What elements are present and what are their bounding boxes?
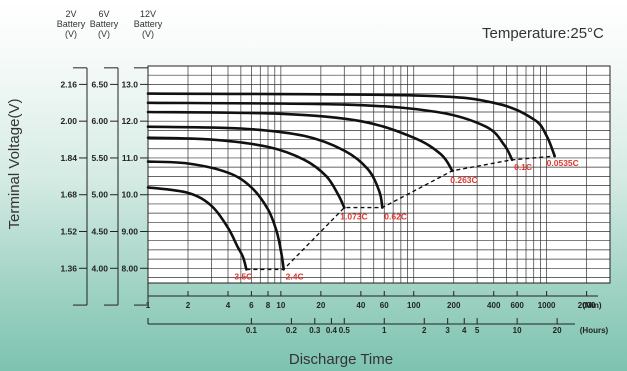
series-label: 3.5C [234, 271, 252, 281]
y-axis-header: (V) [98, 29, 110, 39]
x-tick-label-min: 40 [356, 301, 365, 310]
y-tick-label: 4.50 [91, 227, 108, 237]
x-tick-label-hours: 0.2 [286, 326, 298, 335]
x-tick-label-min: 6 [249, 301, 254, 310]
series-label: 0.1C [514, 162, 532, 172]
y-tick-label: 2.00 [60, 116, 77, 126]
x-tick-label-min: 20 [316, 301, 325, 310]
series-label: 0.62C [384, 212, 407, 222]
y-tick-label: 9.00 [121, 227, 138, 237]
x-tick-label-hours: 10 [513, 326, 522, 335]
series-curve [146, 136, 346, 209]
x-tick-label-min: 400 [487, 301, 501, 310]
series-label: 0.0535C [547, 158, 579, 168]
y-tick-label: 4.00 [91, 263, 108, 273]
y-tick-label: 5.00 [91, 190, 108, 200]
x-tick-label-hours: 2 [422, 326, 427, 335]
x-tick-label-hours: 1 [382, 326, 387, 335]
x-tick-label-min: 600 [510, 301, 524, 310]
series-curve [146, 110, 454, 173]
series-curve [146, 101, 514, 162]
series-label: 2.4C [286, 271, 304, 281]
series-label: 0.263C [450, 175, 477, 185]
x-tick-label-hours: 20 [553, 326, 562, 335]
x-tick-label-hours: 0.5 [339, 326, 351, 335]
x-tick-label-min: 100 [407, 301, 421, 310]
y-axis-header: Battery [134, 19, 163, 29]
x-tick-label-min: 4 [226, 301, 231, 310]
x-tick-label-min: 1 [146, 301, 151, 310]
series-curve [146, 160, 285, 271]
x-tick-label-hours: 4 [462, 326, 467, 335]
y-tick-label: 1.36 [60, 263, 77, 273]
x-tick-label-hours: 3 [445, 326, 450, 335]
x-tick-label-hours: 0.3 [309, 326, 321, 335]
x-tick-label-min: 200 [447, 301, 461, 310]
y-axis-header: (V) [65, 29, 77, 39]
y-axis-header: Battery [90, 19, 119, 29]
y-axis-header: Battery [57, 19, 86, 29]
y-tick-label: 5.50 [91, 153, 108, 163]
x-tick-label-min: 2 [186, 301, 191, 310]
series-label: 1.073C [340, 212, 367, 222]
x-tick-label-hours: 5 [475, 326, 480, 335]
y-tick-label: 12.0 [121, 116, 138, 126]
x-tick-label-hours: 0.1 [246, 326, 258, 335]
x-axis-label: Discharge Time [289, 351, 393, 368]
y-tick-label: 1.52 [60, 227, 77, 237]
series-curve [146, 92, 556, 158]
x-unit-hours: (Hours) [580, 326, 609, 335]
series-curve [146, 186, 248, 271]
x-tick-label-min: 2000 [578, 301, 596, 310]
y-axis-label: Terminal Voltage(V) [6, 99, 23, 230]
chart-title: Temperature:25°C [482, 25, 604, 42]
series-curve [146, 125, 384, 209]
y-axis-header: 6V [98, 9, 109, 19]
y-axis-header: 12V [140, 9, 156, 19]
y-tick-label: 1.84 [60, 153, 77, 163]
y-tick-label: 13.0 [121, 79, 138, 89]
y-tick-label: 6.00 [91, 116, 108, 126]
x-tick-label-min: 10 [276, 301, 285, 310]
y-axis-header: 2V [65, 9, 76, 19]
y-tick-label: 10.0 [121, 190, 138, 200]
x-tick-label-min: 60 [380, 301, 389, 310]
y-tick-label: 2.16 [60, 79, 77, 89]
y-tick-label: 6.50 [91, 79, 108, 89]
x-tick-label-min: 1000 [538, 301, 556, 310]
y-axis-header: (V) [142, 29, 154, 39]
y-tick-label: 1.68 [60, 190, 77, 200]
x-unit-min: (Min) [582, 301, 601, 310]
x-tick-label-min: 8 [266, 301, 271, 310]
x-tick-label-hours: 0.4 [326, 326, 338, 335]
y-tick-label: 8.00 [121, 263, 138, 273]
y-tick-label: 11.0 [122, 153, 138, 163]
